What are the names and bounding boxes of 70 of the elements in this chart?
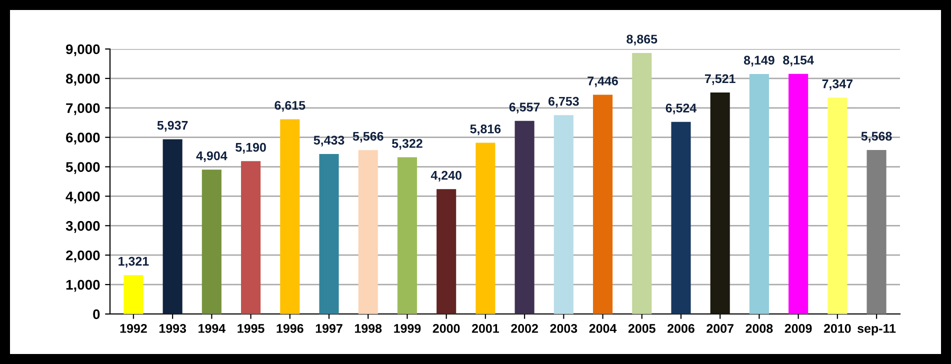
- x-tick-label: 2010: [824, 324, 851, 333]
- y-tick-label: 9,000: [66, 44, 100, 56]
- bar: [866, 150, 886, 314]
- x-tick-label: 1999: [394, 324, 421, 333]
- y-tick-label: 1,000: [66, 280, 100, 292]
- bar: [358, 150, 378, 314]
- bar: [436, 189, 456, 314]
- data-label: 5,568: [861, 132, 892, 142]
- y-tick-label: 5,000: [66, 162, 100, 174]
- x-tick-label: 2005: [628, 324, 656, 333]
- y-tick-label: 2,000: [66, 250, 100, 262]
- data-label: 5,433: [314, 136, 344, 146]
- x-tick-label: 1995: [238, 324, 264, 333]
- data-label: 6,524: [666, 104, 697, 114]
- x-tick-label: 2001: [472, 324, 499, 333]
- bar: [554, 115, 574, 314]
- bar: [162, 139, 182, 314]
- data-label: 6,615: [274, 100, 306, 112]
- x-tick-label: 1994: [198, 324, 226, 333]
- x-tick-label: 2008: [746, 324, 773, 333]
- data-label: 5,937: [157, 120, 188, 132]
- data-label: 6,753: [548, 96, 579, 108]
- y-tick-label: 3,000: [66, 221, 100, 233]
- data-label: 4,240: [430, 170, 462, 182]
- x-tick-label: 2006: [668, 324, 694, 333]
- x-tick-label: 2003: [550, 324, 578, 333]
- x-tick-label: 2009: [784, 324, 812, 333]
- data-label: 5,566: [352, 132, 384, 143]
- x-tick-label: 2007: [706, 324, 734, 333]
- y-tick-label: 4,000: [66, 192, 100, 204]
- bar: [671, 122, 691, 314]
- data-label: 7,446: [588, 76, 618, 88]
- x-tick-label: 1992: [120, 324, 147, 333]
- data-label: 5,816: [470, 124, 501, 136]
- x-tick-label: 1993: [159, 324, 186, 333]
- x-tick-label: 2004: [589, 324, 617, 333]
- data-label: 8,149: [744, 56, 774, 66]
- bar: [476, 142, 496, 314]
- y-tick-label: 7,000: [66, 103, 100, 116]
- x-tick-label: 2002: [511, 324, 538, 333]
- bar: [710, 92, 730, 314]
- bar: [514, 120, 534, 314]
- bar: [788, 74, 808, 314]
- x-tick-label: sep-11: [858, 324, 896, 336]
- data-label: 5,190: [236, 142, 266, 154]
- x-tick-label: 1997: [316, 324, 342, 333]
- data-label: 7,521: [704, 74, 736, 85]
- bar: [319, 154, 339, 314]
- data-label: 1,321: [118, 256, 149, 268]
- bar: [280, 119, 300, 314]
- x-tick-label: 1998: [355, 324, 382, 333]
- data-label: 6,557: [509, 102, 540, 114]
- bar: [202, 170, 222, 314]
- y-tick-label: 8,000: [66, 74, 100, 86]
- x-tick-label: 1996: [276, 324, 304, 333]
- data-label: 4,904: [196, 151, 228, 162]
- bar: [828, 98, 848, 314]
- bar: [397, 157, 418, 314]
- bar: [749, 74, 769, 314]
- y-tick-label: 6,000: [66, 132, 100, 145]
- data-label: 7,347: [822, 79, 853, 90]
- data-label: 8,865: [626, 34, 658, 46]
- data-label: 5,322: [392, 139, 422, 150]
- bar: [592, 94, 613, 314]
- bar: [241, 161, 261, 314]
- y-tick-label: 0: [93, 309, 100, 320]
- x-tick-label: 2000: [432, 324, 460, 333]
- bar: [632, 52, 652, 314]
- data-label: 8,154: [783, 56, 814, 66]
- bar: [124, 275, 144, 314]
